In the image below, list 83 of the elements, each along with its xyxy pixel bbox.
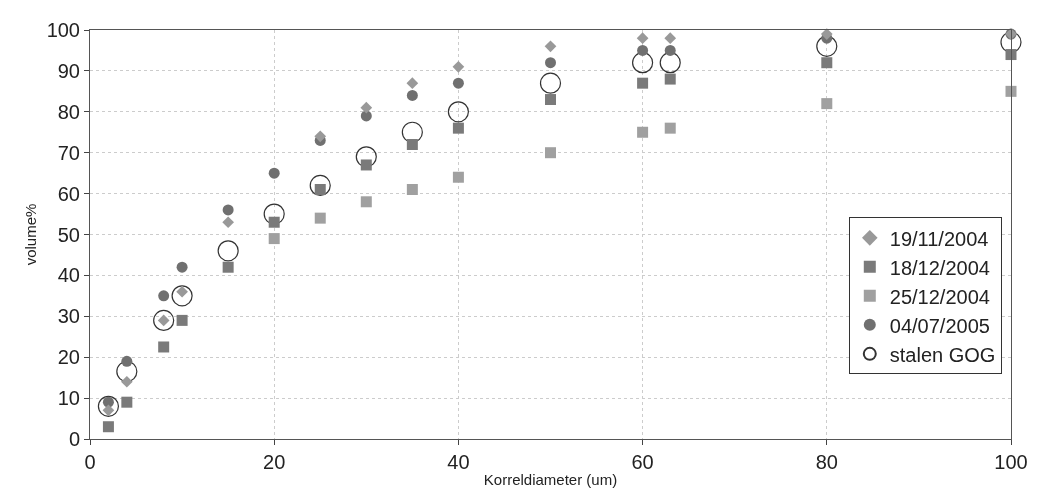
legend-label: 04/07/2005	[889, 314, 990, 337]
x-tick-label: 60	[631, 451, 654, 473]
point	[222, 204, 234, 216]
point	[153, 309, 175, 331]
point	[1005, 49, 1017, 61]
point	[659, 52, 681, 74]
point	[447, 101, 469, 123]
point	[632, 52, 654, 74]
y-tick-label: 100	[46, 19, 80, 41]
point	[664, 122, 676, 134]
point	[97, 395, 120, 417]
point	[121, 355, 133, 367]
point	[820, 28, 833, 40]
point	[637, 77, 649, 89]
point	[816, 35, 838, 57]
point	[406, 89, 418, 101]
point	[1000, 31, 1022, 53]
y-tick-label: 10	[57, 387, 80, 410]
point	[545, 94, 556, 106]
point	[116, 360, 138, 383]
point	[452, 77, 464, 89]
x-tick-label: 100	[994, 451, 1028, 473]
point	[360, 196, 372, 208]
point	[452, 171, 464, 183]
point	[664, 32, 677, 45]
point	[401, 121, 423, 143]
legend-label: 18/12/2004	[889, 256, 990, 279]
point	[171, 285, 193, 307]
point	[544, 40, 557, 53]
point	[360, 159, 372, 171]
legend-label: stalen GOG	[889, 343, 996, 366]
point	[545, 57, 556, 69]
point	[268, 233, 280, 245]
point	[452, 60, 465, 73]
y-tick-label: 60	[57, 182, 80, 205]
y-tick-label: 50	[57, 223, 80, 246]
point	[539, 72, 562, 94]
x-tick-label: 40	[447, 451, 470, 473]
point	[406, 139, 418, 151]
point	[314, 130, 327, 143]
y-tick-label: 90	[57, 59, 80, 82]
point	[821, 98, 833, 110]
point	[222, 216, 234, 229]
point	[102, 421, 114, 433]
x-tick-label: 20	[263, 451, 286, 473]
legend-label: 19/11/2004	[889, 227, 989, 250]
point	[821, 57, 833, 69]
point	[636, 32, 649, 45]
point	[268, 216, 280, 228]
point	[121, 396, 133, 408]
point	[158, 290, 170, 302]
point	[314, 212, 326, 224]
point	[120, 375, 133, 388]
point	[664, 73, 676, 85]
point	[158, 341, 170, 353]
y-tick-label: 80	[57, 100, 80, 123]
y-tick-label: 30	[57, 305, 80, 328]
point	[222, 261, 234, 273]
x-tick-label: 80	[815, 451, 838, 473]
point	[637, 126, 649, 138]
point	[664, 44, 676, 56]
y-tick-label: 40	[57, 264, 80, 287]
y-tick-label: 0	[68, 428, 80, 450]
point	[452, 122, 464, 134]
point	[176, 261, 188, 273]
point	[360, 101, 373, 114]
point	[217, 240, 239, 262]
legend-label: 25/12/2004	[889, 285, 990, 308]
y-tick-label: 20	[57, 346, 80, 369]
y-tick-label: 70	[57, 141, 80, 164]
point	[268, 167, 280, 179]
point	[355, 146, 377, 168]
x-axis-title: Korreldiameter (um)	[483, 471, 618, 488]
y-axis-title: volume%	[21, 203, 39, 266]
point	[406, 77, 419, 90]
point	[545, 147, 556, 159]
point	[406, 184, 418, 196]
point	[263, 203, 285, 225]
point	[637, 44, 649, 56]
point	[1005, 85, 1017, 97]
x-tick-label: 0	[84, 451, 96, 473]
point	[176, 314, 188, 326]
point	[309, 174, 331, 197]
